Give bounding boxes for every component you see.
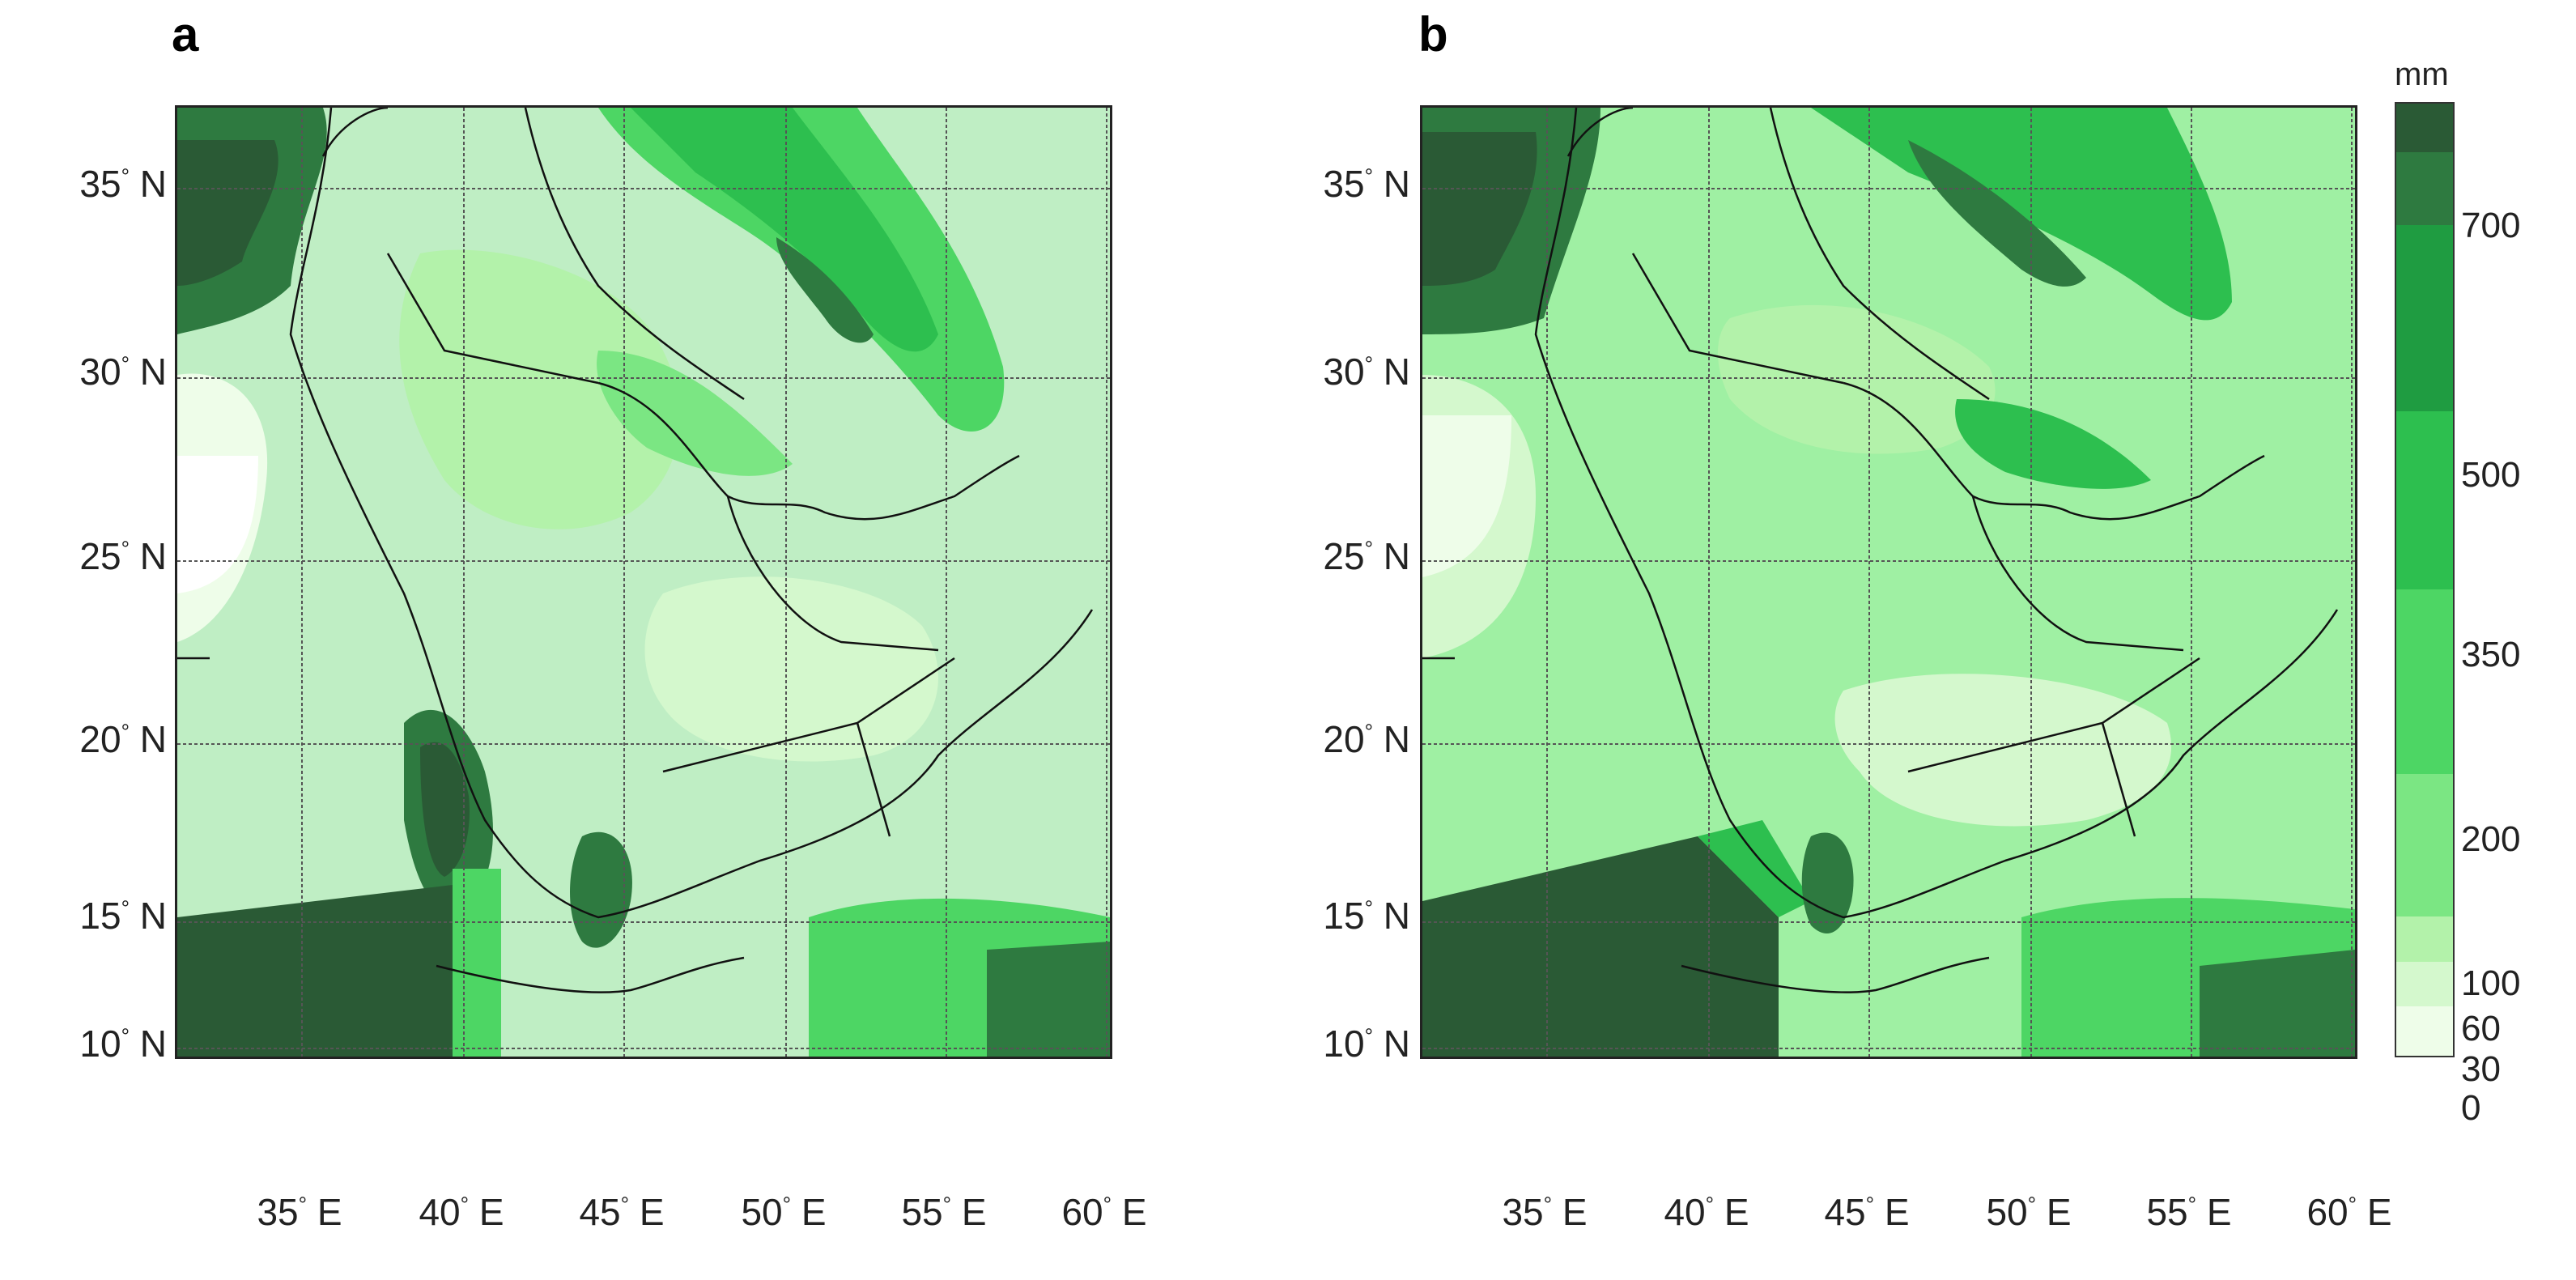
colorbar-tick-350: 350 [2461,635,2521,674]
colorbar-tick-200: 200 [2461,819,2521,859]
panel-a-letter: a [172,7,199,62]
panel-b-lon-50: 50° E [1986,1191,2072,1233]
colorbar-band [2396,774,2453,916]
panel-b-letter: b [1418,7,1448,62]
panel-b-lat-10: 10° N [1323,1023,1410,1065]
colorbar-tick-500: 500 [2461,455,2521,495]
colorbar-band [2396,152,2453,225]
panel-a-lon-35: 35° E [257,1191,342,1233]
panel-b-lat-15: 15° N [1323,895,1410,937]
panel-b-precip-map [1422,108,2355,1057]
colorbar-unit: mm [2395,57,2449,92]
colorbar-band [2396,589,2453,774]
colorbar-tick-30: 30 [2461,1049,2501,1089]
colorbar-band [2396,104,2453,152]
panel-b-lon-40: 40° E [1664,1191,1749,1233]
panel-a-lat-30: 30° N [79,351,167,393]
colorbar [2395,102,2455,1057]
panel-a-lon-60: 60° E [1061,1191,1147,1233]
panel-b-lat-35: 35° N [1323,163,1410,205]
colorbar-tick-100: 100 [2461,963,2521,1003]
panel-a-lat-10: 10° N [79,1023,167,1065]
panel-b-lat-30: 30° N [1323,351,1410,393]
colorbar-tick-700: 700 [2461,206,2521,245]
colorbar-band [2396,962,2453,1006]
panel-a-lon-45: 45° E [579,1191,665,1233]
colorbar-band [2396,411,2453,589]
colorbar-tick-0: 0 [2461,1088,2481,1128]
panel-b-lon-35: 35° E [1502,1191,1588,1233]
panel-b-lon-45: 45° E [1824,1191,1910,1233]
panel-b-lat-20: 20° N [1323,718,1410,760]
panel-a-precip-map [177,108,1110,1057]
panel-a-lat-15: 15° N [79,895,167,937]
panel-a-lon-55: 55° E [901,1191,987,1233]
panel-b-lon-60: 60° E [2306,1191,2392,1233]
panel-a-lat-25: 25° N [79,535,167,577]
panel-a-lat-35: 35° N [79,163,167,205]
panel-b-lat-25: 25° N [1323,535,1410,577]
panel-b-map [1420,105,2357,1059]
panel-a-lon-40: 40° E [419,1191,504,1233]
panel-a-map [175,105,1112,1059]
colorbar-band [2396,916,2453,962]
colorbar-band [2396,1006,2453,1056]
colorbar-band [2396,225,2453,411]
panel-b-lon-55: 55° E [2146,1191,2232,1233]
colorbar-tick-60: 60 [2461,1009,2501,1048]
panel-a-lat-20: 20° N [79,718,167,760]
panel-a-lon-50: 50° E [741,1191,827,1233]
